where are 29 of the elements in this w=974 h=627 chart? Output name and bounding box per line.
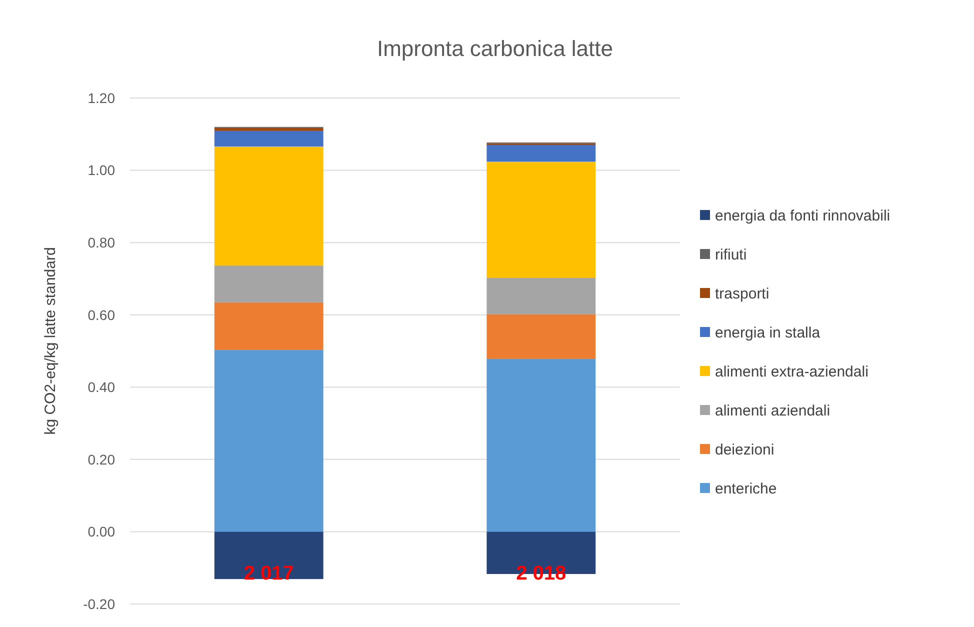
y-tick-label: 0.80 bbox=[88, 234, 116, 250]
y-tick-label: 0.40 bbox=[88, 379, 116, 396]
legend-label: energia in stalla bbox=[715, 324, 821, 342]
legend-label: deiezioni bbox=[715, 441, 774, 458]
bar bbox=[214, 265, 324, 302]
bar bbox=[486, 162, 596, 278]
legend-label: alimenti aziendali bbox=[715, 402, 830, 420]
bar bbox=[486, 278, 596, 314]
y-axis-title: kg CO2-eq/kg latte standard bbox=[42, 247, 59, 435]
y-tick-label: 1.00 bbox=[88, 162, 116, 178]
bar bbox=[214, 302, 324, 350]
legend-label: rifiuti bbox=[715, 246, 747, 264]
y-tick-label: 0.60 bbox=[88, 306, 116, 323]
bar bbox=[486, 358, 596, 532]
chart-title: Impronta carbonica latte bbox=[376, 36, 614, 61]
y-tick-label: 1.20 bbox=[88, 90, 116, 106]
bar bbox=[214, 128, 324, 131]
bar bbox=[214, 350, 324, 532]
bar bbox=[486, 314, 596, 359]
legend-label: energia da fonti rinnovabili bbox=[715, 207, 890, 224]
legend-label: trasporti bbox=[715, 285, 770, 302]
y-tick-label: 0.20 bbox=[88, 451, 116, 468]
legend-label: enteriche bbox=[715, 480, 777, 498]
bar bbox=[214, 130, 324, 146]
bar bbox=[486, 144, 596, 162]
legend-label: alimenti extra-aziendali bbox=[715, 363, 868, 380]
y-tick-label: 0.00 bbox=[88, 524, 116, 540]
bar bbox=[214, 146, 324, 266]
y-tick-label: -0.20 bbox=[83, 596, 116, 612]
